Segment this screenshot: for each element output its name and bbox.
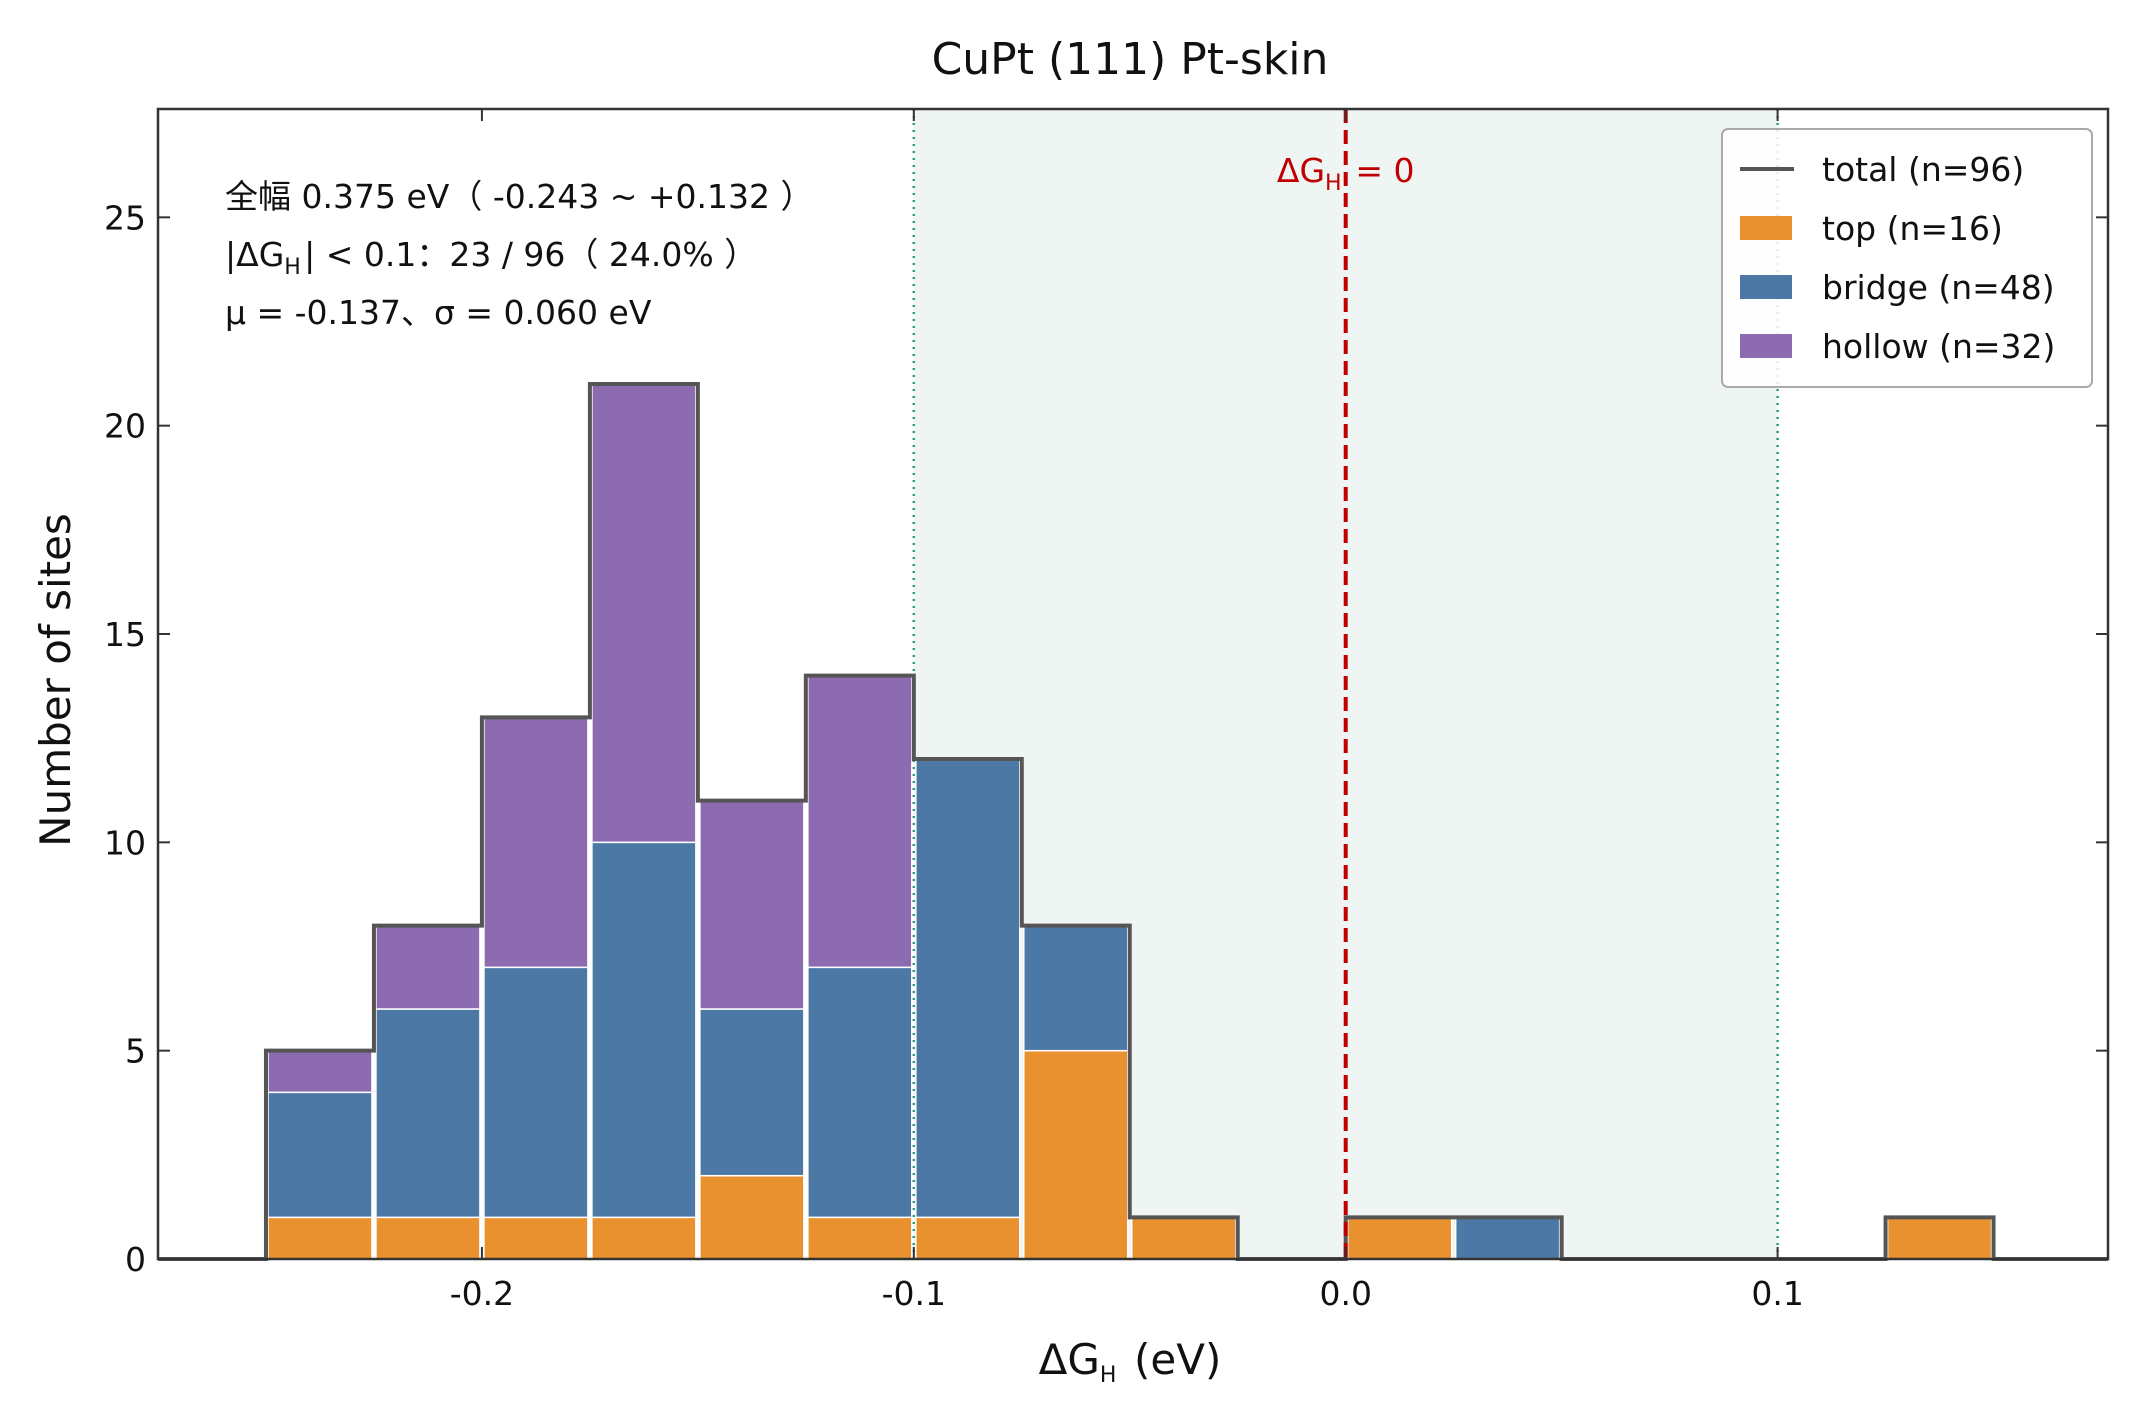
annotation-line: μ = -0.137、σ = 0.060 eV: [225, 293, 652, 332]
bar-top: [1886, 1216, 1993, 1260]
annotation-line: |ΔGH | < 0.1：23 / 96（ 24.0% ）: [225, 235, 757, 280]
x-tick-label: -0.1: [882, 1274, 946, 1313]
legend-label: top (n=16): [1822, 209, 2003, 248]
annotation-line: 全幅 0.375 eV（ -0.243 ~ +0.132 ）: [225, 177, 813, 216]
y-tick-label: 20: [104, 407, 146, 446]
bar-top: [807, 1216, 913, 1260]
axes-layer: -0.2 -0.1 0.0 0.1 0 5 10 15 20 25: [104, 107, 2110, 1313]
y-axis-label: Number of sites: [31, 513, 80, 847]
y-tick-label: 5: [125, 1032, 146, 1071]
x-tick-label: 0.0: [1319, 1274, 1371, 1313]
legend-label: bridge (n=48): [1822, 268, 2055, 307]
legend-swatch: [1740, 334, 1792, 358]
legend-box: [1721, 128, 2093, 388]
bars-layer: [267, 383, 1993, 1260]
chart-title: CuPt (111) Pt-skin: [932, 34, 1329, 85]
bar-hollow: [267, 1049, 373, 1094]
bar-top: [1023, 1049, 1129, 1260]
bar-bridge: [915, 758, 1021, 1219]
bar-bridge: [699, 1008, 805, 1177]
bar-top: [699, 1174, 805, 1260]
annotation-box: 全幅 0.375 eV（ -0.243 ~ +0.132 ） |ΔGH | < 0…: [225, 177, 813, 332]
bar-top: [483, 1216, 589, 1260]
x-axis-label: ΔGH (eV): [1039, 1335, 1222, 1388]
bar-top: [591, 1216, 697, 1260]
legend: total (n=96) top (n=16) bridge (n=48) hollo…: [1721, 128, 2093, 388]
y-tick-label: 25: [104, 198, 146, 237]
x-tick-label: 0.1: [1751, 1274, 1803, 1313]
bar-hollow: [591, 383, 697, 844]
x-axis-label-text: ΔGH (eV): [1039, 1335, 1222, 1388]
bar-bridge: [1454, 1216, 1561, 1260]
bar-hollow: [699, 799, 805, 1010]
bar-top: [375, 1216, 481, 1260]
legend-swatch: [1740, 275, 1792, 299]
x-tick-label: -0.2: [450, 1274, 514, 1313]
y-tick-label: 10: [104, 823, 146, 862]
bar-top: [1131, 1216, 1237, 1260]
bar-hollow: [807, 674, 913, 969]
bar-bridge: [375, 1008, 481, 1219]
bar-bridge: [591, 841, 697, 1219]
plot-frame: [156, 107, 2110, 1261]
y-tick-label: 15: [104, 615, 146, 654]
bar-hollow: [483, 716, 589, 969]
legend-swatch: [1740, 216, 1792, 240]
bar-bridge: [483, 966, 589, 1219]
bar-bridge: [267, 1091, 373, 1219]
bar-hollow: [375, 924, 481, 1010]
bar-top: [267, 1216, 373, 1260]
bar-top: [1346, 1216, 1453, 1260]
bar-bridge: [807, 966, 913, 1219]
legend-label: hollow (n=32): [1822, 327, 2055, 366]
bar-top: [915, 1216, 1021, 1260]
bar-bridge: [1023, 924, 1129, 1052]
legend-label: total (n=96): [1822, 150, 2024, 189]
y-tick-label: 0: [125, 1240, 146, 1279]
zero-line-label: ΔGH = 0: [1277, 151, 1415, 196]
